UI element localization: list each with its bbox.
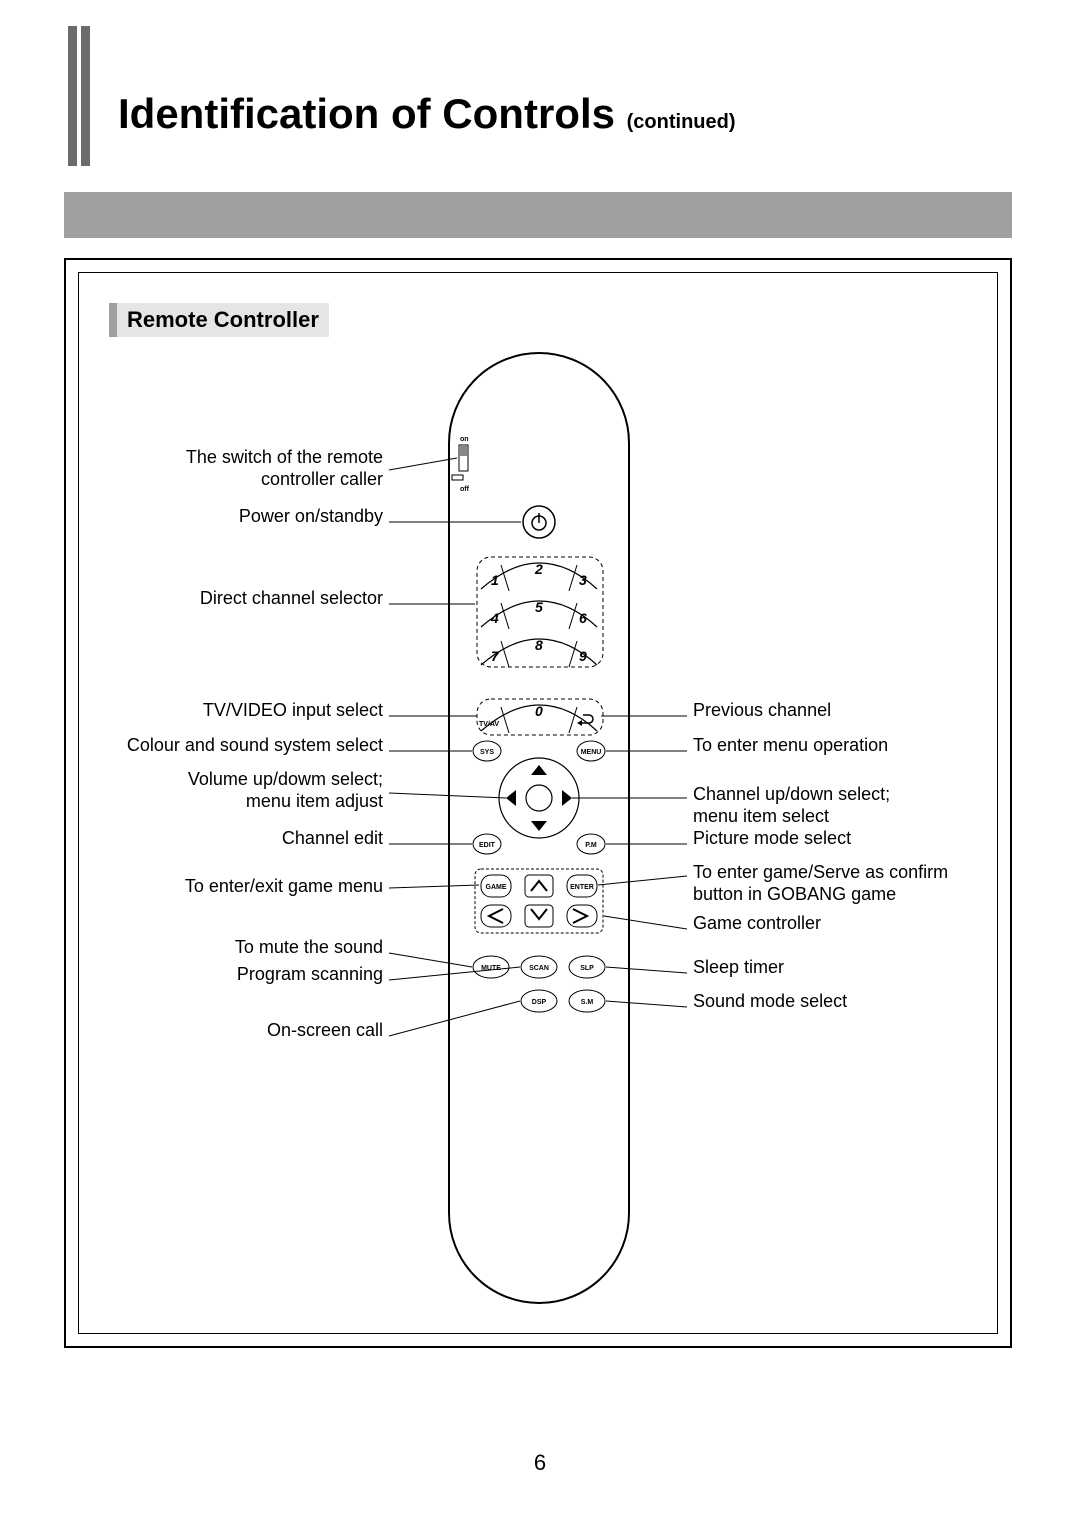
power-button <box>523 506 555 538</box>
callout-label: Picture mode select <box>693 828 851 848</box>
callout-label: Sound mode select <box>693 991 847 1011</box>
svg-text:on: on <box>460 436 469 443</box>
callout-label: Sleep timer <box>693 957 784 977</box>
svg-text:SYS: SYS <box>480 749 494 756</box>
svg-text:SLP: SLP <box>580 965 594 972</box>
callout-label: Game controller <box>693 913 821 933</box>
callout-label: Channel up/down select; <box>693 784 890 804</box>
svg-text:7: 7 <box>491 648 500 664</box>
callout-label: To enter game/Serve as confirm <box>693 862 948 882</box>
left-callouts: The switch of the remotecontroller calle… <box>127 447 383 1040</box>
callout-label: Colour and sound system select <box>127 735 383 755</box>
svg-text:P.M: P.M <box>585 842 597 849</box>
callout-label: Volume up/dowm select; <box>188 769 383 789</box>
section-label: Remote Controller <box>109 303 329 337</box>
svg-text:TV/AV: TV/AV <box>479 721 499 728</box>
svg-text:4: 4 <box>490 610 499 626</box>
callout-label: menu item adjust <box>246 791 383 811</box>
title-underline-bar <box>64 192 1012 238</box>
svg-text:6: 6 <box>579 610 587 626</box>
svg-text:1: 1 <box>491 572 499 588</box>
svg-text:S.M: S.M <box>581 999 594 1006</box>
svg-text:MENU: MENU <box>581 749 602 756</box>
page-number: 6 <box>0 1450 1080 1476</box>
callout-label: controller caller <box>261 469 383 489</box>
callout-label: menu item select <box>693 806 829 826</box>
svg-text:DSP: DSP <box>532 999 547 1006</box>
callout-label: To enter/exit game menu <box>185 876 383 896</box>
svg-text:8: 8 <box>535 637 543 653</box>
callout-label: Power on/standby <box>239 506 383 526</box>
content-frame-inner: Remote Controller on off <box>78 272 998 1334</box>
svg-text:3: 3 <box>579 572 587 588</box>
callout-label: To enter menu operation <box>693 735 888 755</box>
svg-text:GAME: GAME <box>486 884 507 891</box>
svg-text:off: off <box>460 486 470 493</box>
dpad <box>499 758 579 838</box>
right-callouts: Previous channel To enter menu operation C… <box>693 700 948 1011</box>
callout-label: Program scanning <box>237 964 383 984</box>
svg-text:ENTER: ENTER <box>570 884 594 891</box>
callout-label: Previous channel <box>693 700 831 720</box>
mute-scan-slp-row: MUTE SCAN SLP <box>473 956 605 978</box>
content-frame-outer: Remote Controller on off <box>64 258 1012 1348</box>
callout-label: Channel edit <box>282 828 383 848</box>
remote-diagram: on off <box>79 333 999 1333</box>
svg-text:9: 9 <box>579 648 587 664</box>
page-tab-decoration <box>68 26 90 166</box>
callout-label: On-screen call <box>267 1020 383 1040</box>
callout-label: button in GOBANG game <box>693 884 896 904</box>
svg-text:0: 0 <box>535 703 543 719</box>
callout-label: The switch of the remote <box>186 447 383 467</box>
svg-text:2: 2 <box>534 561 543 577</box>
page-title: Identification of Controls (continued) <box>118 90 736 138</box>
title-main: Identification of Controls <box>118 90 615 137</box>
svg-text:EDIT: EDIT <box>479 842 496 849</box>
title-suffix: (continued) <box>627 111 736 133</box>
callout-label: Direct channel selector <box>200 588 383 608</box>
callout-label: TV/VIDEO input select <box>203 700 383 720</box>
svg-text:SCAN: SCAN <box>529 965 549 972</box>
svg-text:5: 5 <box>535 599 543 615</box>
callout-label: To mute the sound <box>235 937 383 957</box>
